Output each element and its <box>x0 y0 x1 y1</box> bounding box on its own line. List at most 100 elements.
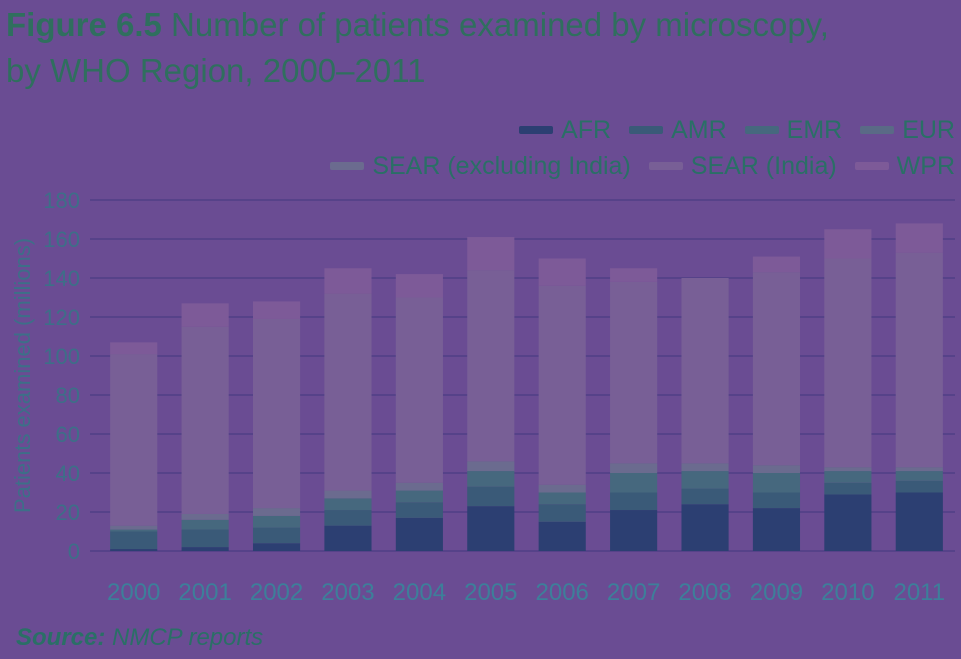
bar-segment <box>467 506 515 551</box>
bar-segment <box>181 513 229 520</box>
y-tick-label: 140 <box>43 266 80 291</box>
bar-segment <box>252 543 301 551</box>
bar-segment <box>538 258 586 286</box>
x-tick-label: 2011 <box>893 579 945 606</box>
y-tick-label: 160 <box>43 227 80 252</box>
legend-item: SEAR (India) <box>648 151 837 181</box>
y-tick-label: 0 <box>68 539 80 564</box>
bar-segment <box>824 494 872 551</box>
bar-segment <box>610 473 658 493</box>
bar-segment <box>467 486 515 507</box>
legend-item: EUR <box>860 116 955 145</box>
legend-row: SEAR (excluding India) SEAR (India) WPR <box>315 148 955 184</box>
bar-segment <box>181 547 229 551</box>
bar-segment <box>110 354 158 526</box>
y-tick-label: 40 <box>56 461 80 486</box>
bar-segment <box>895 467 943 472</box>
bar-segment <box>110 529 158 532</box>
bar-segment <box>824 467 872 472</box>
legend: AFR AMR EMR EUR SEAR (excluding India) SEAR … <box>315 112 955 184</box>
bar-segment <box>324 490 372 499</box>
bar-segment <box>110 549 158 551</box>
y-tick-label: 80 <box>56 383 80 408</box>
bar-segment <box>895 480 943 493</box>
bar-segment <box>752 256 801 273</box>
legend-swatch <box>860 126 895 134</box>
bar-segment <box>395 502 443 518</box>
bar-segment <box>538 492 586 505</box>
legend-label: AMR <box>671 115 727 144</box>
legend-label: EUR <box>902 115 955 144</box>
bar-segment <box>110 531 158 550</box>
bar-segment <box>538 484 586 493</box>
bar-segment <box>110 525 158 530</box>
y-tick-label: 180 <box>43 188 80 213</box>
source-label: Source: <box>16 624 106 651</box>
bar-segment <box>895 471 943 481</box>
bar-segment <box>610 492 658 511</box>
y-tick-label: 120 <box>43 305 80 330</box>
bar-segment <box>752 508 801 551</box>
bar-segment <box>252 527 301 544</box>
bar-segment <box>467 270 515 462</box>
bar-segment <box>252 318 301 509</box>
bar-segment <box>395 274 443 298</box>
y-tick-label: 100 <box>43 344 80 369</box>
legend-label: SEAR (India) <box>690 151 837 180</box>
bar-segment <box>824 482 872 495</box>
legend-swatch <box>519 126 554 134</box>
source-text: NMCP reports <box>105 624 264 651</box>
legend-item: AMR <box>629 116 727 145</box>
bar-segment <box>324 510 372 526</box>
legend-item: EMR <box>744 115 843 145</box>
bar-segment <box>110 342 158 355</box>
legend-item: WPR <box>854 151 955 181</box>
source-note: Source: NMCP reports <box>16 624 263 652</box>
bar-segment <box>895 223 943 253</box>
bar-segment <box>467 461 515 472</box>
legend-item: AFR <box>519 116 611 145</box>
legend-label: WPR <box>896 151 955 180</box>
x-tick-label: 2007 <box>607 579 660 606</box>
x-tick-label: 2008 <box>678 579 731 606</box>
x-tick-label: 2003 <box>321 579 374 606</box>
bar-segment <box>681 463 729 472</box>
bar-segment <box>395 490 443 503</box>
bar-segment <box>681 488 729 505</box>
bar-segment <box>681 278 729 464</box>
bar-segment <box>681 504 729 551</box>
legend-swatch <box>648 162 683 170</box>
bar-segment <box>681 471 729 489</box>
x-tick-label: 2001 <box>178 579 231 606</box>
bar-segment <box>467 471 515 487</box>
bar-segment <box>824 229 872 259</box>
bar-segment <box>752 492 801 509</box>
x-tick-label: 2002 <box>250 579 303 606</box>
bar-segment <box>610 268 658 282</box>
bar-segment <box>181 529 229 548</box>
bar-segment <box>538 285 586 485</box>
bar-segment <box>610 463 658 473</box>
legend-row: AFR AMR EMR EUR <box>315 112 955 148</box>
legend-label: EMR <box>786 115 843 144</box>
bar-segment <box>895 492 943 551</box>
x-tick-label: 2004 <box>393 579 446 606</box>
title-line-2: by WHO Region, 2000–2011 <box>6 52 426 89</box>
bar-segment <box>752 272 801 466</box>
bar-segment <box>395 517 443 551</box>
bar-segment <box>324 293 372 491</box>
bar-segment <box>324 268 372 294</box>
bar-segment <box>824 471 872 483</box>
bar-segment <box>252 301 301 319</box>
bar-segment <box>610 281 658 464</box>
bar-segment <box>252 515 301 528</box>
bar-segment <box>467 237 515 271</box>
y-axis-label: Patients examined (millions) <box>10 238 35 513</box>
bar-segment <box>538 504 586 522</box>
bar-segment <box>181 326 229 514</box>
bar-segment <box>252 508 301 516</box>
chart-title: Figure 6.5 Number of patients examined b… <box>6 2 829 94</box>
bar-segment <box>824 258 872 468</box>
legend-item: SEAR (excluding India) <box>330 152 631 181</box>
